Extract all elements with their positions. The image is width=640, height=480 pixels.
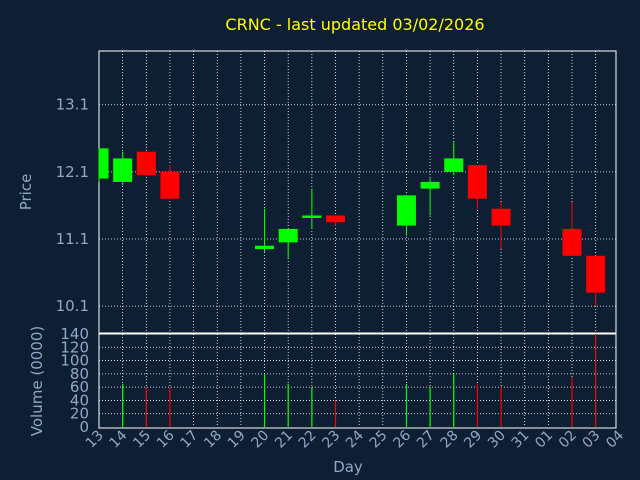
candle-body	[136, 151, 156, 176]
candle-body	[99, 148, 109, 179]
candle-body	[420, 181, 440, 189]
candle-body	[586, 255, 606, 293]
candle-body	[396, 195, 416, 226]
volume-y-tick-label: 120	[60, 338, 89, 356]
candle-body	[278, 228, 298, 243]
x-axis-label: Day	[333, 458, 363, 476]
price-y-tick-label: 10.1	[56, 297, 89, 315]
price-y-tick-labels: 10.1 11.1 12.1 13.1	[56, 96, 89, 315]
candle-body	[326, 215, 345, 223]
price-panel-frame	[98, 50, 617, 334]
candle-body	[562, 228, 582, 256]
volume-axis-label: Volume (0000)	[28, 326, 46, 436]
candle-body	[302, 215, 322, 218]
volume-y-tick-label: 80	[70, 365, 89, 383]
volume-y-tick-label: 60	[70, 378, 89, 396]
price-y-tick-label: 13.1	[56, 96, 89, 114]
volume-y-tick-label: 20	[70, 405, 89, 423]
candle-body	[467, 165, 487, 199]
candle-body	[491, 208, 511, 226]
chart-title: CRNC - last updated 03/02/2026	[225, 15, 484, 34]
candles-layer	[98, 141, 606, 307]
volume-y-tick-label: 140	[60, 325, 89, 343]
x-tick-labels: 13 14 15 16 17 18 19 20 21 22 23 24 25 26 27 28 29 30 31 01…	[83, 427, 627, 451]
price-axis-label: Price	[17, 174, 35, 211]
volume-y-tick-label: 40	[70, 391, 89, 409]
candle-body	[160, 171, 180, 199]
volume-bars-layer	[122, 334, 597, 427]
volume-y-tick-label: 0	[79, 418, 89, 436]
price-y-tick-label: 11.1	[56, 230, 89, 248]
volume-gridlines	[99, 334, 616, 427]
candle-body	[444, 158, 464, 172]
volume-y-tick-label: 100	[60, 352, 89, 370]
volume-panel-frame	[98, 333, 617, 429]
candle-body	[113, 158, 133, 182]
candle-body	[255, 245, 275, 250]
price-y-tick-label: 12.1	[56, 163, 89, 181]
